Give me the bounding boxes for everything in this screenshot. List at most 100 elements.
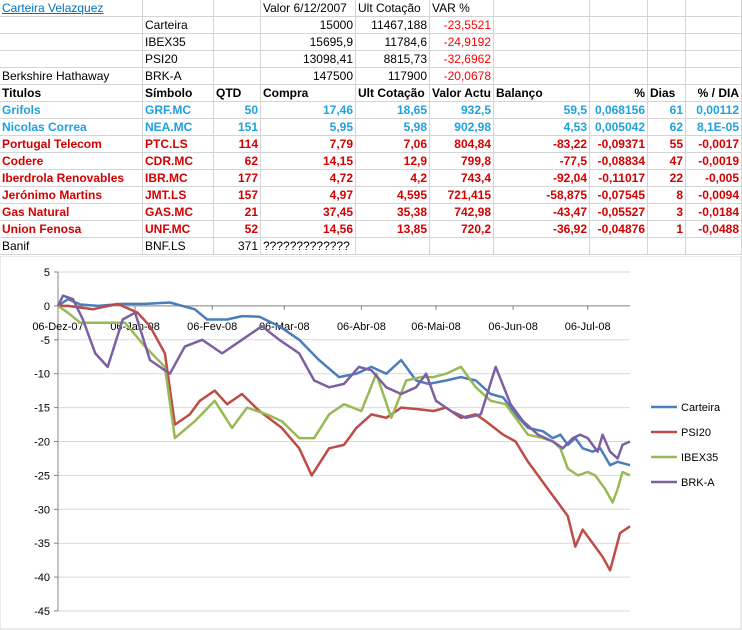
- index-valor[interactable]: 15695,9: [261, 34, 356, 51]
- cell-valor[interactable]: 804,84: [430, 136, 494, 153]
- index-var[interactable]: -32,6962: [430, 51, 494, 68]
- index-var[interactable]: -20,0678: [430, 68, 494, 85]
- cell-qtd[interactable]: 114: [214, 136, 261, 153]
- cell-balanco[interactable]: [494, 238, 590, 255]
- blank-cell[interactable]: [686, 68, 742, 85]
- column-header[interactable]: Balanço: [494, 85, 590, 102]
- cell-dias[interactable]: 3: [648, 204, 686, 221]
- cell-titulo[interactable]: Grifols: [0, 102, 143, 119]
- column-header[interactable]: Compra: [261, 85, 356, 102]
- cell-ult[interactable]: [356, 238, 430, 255]
- blank-cell[interactable]: [648, 68, 686, 85]
- blank-cell[interactable]: [590, 51, 648, 68]
- cell-balanco[interactable]: -92,04: [494, 170, 590, 187]
- blank-cell[interactable]: [648, 17, 686, 34]
- cell-simbolo[interactable]: UNF.MC: [143, 221, 214, 238]
- header-var[interactable]: VAR %: [430, 0, 494, 17]
- blank-cell[interactable]: [494, 68, 590, 85]
- cell-compra[interactable]: 7,79: [261, 136, 356, 153]
- cell-ult[interactable]: 35,38: [356, 204, 430, 221]
- cell-pct[interactable]: -0,11017: [590, 170, 648, 187]
- blank-cell[interactable]: [686, 51, 742, 68]
- cell-pct[interactable]: -0,05527: [590, 204, 648, 221]
- cell-dia[interactable]: -0,005: [686, 170, 742, 187]
- cell-balanco[interactable]: -43,47: [494, 204, 590, 221]
- index-label[interactable]: [0, 17, 143, 34]
- cell-titulo[interactable]: Union Fenosa: [0, 221, 143, 238]
- index-valor[interactable]: 147500: [261, 68, 356, 85]
- index-label[interactable]: [0, 34, 143, 51]
- header-valor[interactable]: Valor 6/12/2007: [261, 0, 356, 17]
- cell-dia[interactable]: 0,00112: [686, 102, 742, 119]
- column-header[interactable]: %: [590, 85, 648, 102]
- cell-ult[interactable]: 4,595: [356, 187, 430, 204]
- blank-cell[interactable]: [214, 51, 261, 68]
- cell-simbolo[interactable]: PTC.LS: [143, 136, 214, 153]
- blank-cell[interactable]: [590, 17, 648, 34]
- index-ult[interactable]: 117900: [356, 68, 430, 85]
- cell-dias[interactable]: 61: [648, 102, 686, 119]
- blank-cell[interactable]: [590, 0, 648, 17]
- cell-dia[interactable]: -0,0094: [686, 187, 742, 204]
- index-valor[interactable]: 13098,41: [261, 51, 356, 68]
- cell-compra[interactable]: 37,45: [261, 204, 356, 221]
- column-header[interactable]: Valor Actu: [430, 85, 494, 102]
- cell-qtd[interactable]: 62: [214, 153, 261, 170]
- cell-titulo[interactable]: Jerónimo Martins: [0, 187, 143, 204]
- cell-balanco[interactable]: -83,22: [494, 136, 590, 153]
- cell-ult[interactable]: 5,98: [356, 119, 430, 136]
- cell-valor[interactable]: 799,8: [430, 153, 494, 170]
- cell-ult[interactable]: 7,06: [356, 136, 430, 153]
- index-name[interactable]: BRK-A: [143, 68, 214, 85]
- cell-simbolo[interactable]: BNF.LS: [143, 238, 214, 255]
- cell-qtd[interactable]: 371: [214, 238, 261, 255]
- cell-simbolo[interactable]: IBR.MC: [143, 170, 214, 187]
- cell-pct[interactable]: -0,09371: [590, 136, 648, 153]
- cell-dias[interactable]: 55: [648, 136, 686, 153]
- cell-pct[interactable]: [590, 238, 648, 255]
- cell-pct[interactable]: -0,08834: [590, 153, 648, 170]
- blank-cell[interactable]: [143, 0, 214, 17]
- index-name[interactable]: PSI20: [143, 51, 214, 68]
- blank-cell[interactable]: [686, 17, 742, 34]
- column-header[interactable]: Símbolo: [143, 85, 214, 102]
- cell-dia[interactable]: 8,1E-05: [686, 119, 742, 136]
- cell-qtd[interactable]: 50: [214, 102, 261, 119]
- cell-compra[interactable]: 4,97: [261, 187, 356, 204]
- cell-titulo[interactable]: Portugal Telecom: [0, 136, 143, 153]
- cell-pct[interactable]: 0,068156: [590, 102, 648, 119]
- index-name[interactable]: Carteira: [143, 17, 214, 34]
- cell-valor[interactable]: 720,2: [430, 221, 494, 238]
- blank-cell[interactable]: [686, 34, 742, 51]
- cell-compra[interactable]: 5,95: [261, 119, 356, 136]
- cell-pct[interactable]: 0,005042: [590, 119, 648, 136]
- cell-compra[interactable]: ?????????????: [261, 238, 356, 255]
- cell-ult[interactable]: 4,2: [356, 170, 430, 187]
- cell-pct[interactable]: -0,04876: [590, 221, 648, 238]
- cell-compra[interactable]: 14,56: [261, 221, 356, 238]
- cell-dias[interactable]: 1: [648, 221, 686, 238]
- cell-ult[interactable]: 18,65: [356, 102, 430, 119]
- cell-simbolo[interactable]: GRF.MC: [143, 102, 214, 119]
- sheet-title-link[interactable]: Carteira Velazquez: [0, 0, 143, 17]
- blank-cell[interactable]: [590, 68, 648, 85]
- blank-cell[interactable]: [214, 68, 261, 85]
- cell-qtd[interactable]: 21: [214, 204, 261, 221]
- blank-cell[interactable]: [686, 0, 742, 17]
- cell-balanco[interactable]: 4,53: [494, 119, 590, 136]
- cell-qtd[interactable]: 177: [214, 170, 261, 187]
- blank-cell[interactable]: [494, 51, 590, 68]
- cell-compra[interactable]: 4,72: [261, 170, 356, 187]
- cell-valor[interactable]: 743,4: [430, 170, 494, 187]
- cell-dias[interactable]: 8: [648, 187, 686, 204]
- blank-cell[interactable]: [214, 34, 261, 51]
- cell-compra[interactable]: 14,15: [261, 153, 356, 170]
- cell-compra[interactable]: 17,46: [261, 102, 356, 119]
- cell-simbolo[interactable]: CDR.MC: [143, 153, 214, 170]
- cell-dias[interactable]: 22: [648, 170, 686, 187]
- index-var[interactable]: -24,9192: [430, 34, 494, 51]
- cell-balanco[interactable]: -77,5: [494, 153, 590, 170]
- cell-titulo[interactable]: Codere: [0, 153, 143, 170]
- cell-titulo[interactable]: Gas Natural: [0, 204, 143, 221]
- cell-qtd[interactable]: 157: [214, 187, 261, 204]
